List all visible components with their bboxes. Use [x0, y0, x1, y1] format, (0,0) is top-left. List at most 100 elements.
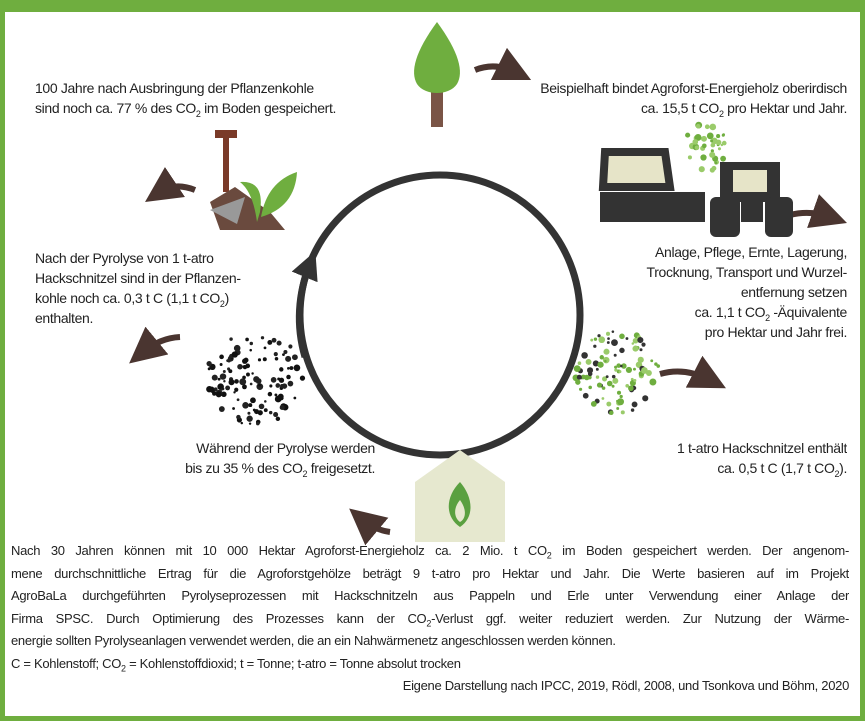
- dot: [596, 375, 599, 378]
- dot: [621, 410, 625, 414]
- text-footer: Nach 30 Jahren können mit 10 000 Hektar …: [11, 540, 849, 698]
- text-run: Beispielhaft bindet Agroforst-Energiehol…: [540, 80, 847, 96]
- dot: [286, 375, 291, 380]
- dot: [597, 362, 603, 368]
- dot: [208, 367, 211, 370]
- text-run: energie sollten Pyrolyseanlagen verwende…: [11, 633, 616, 648]
- dot: [642, 395, 648, 401]
- dot: [632, 342, 635, 345]
- dot: [633, 379, 636, 382]
- dot: [258, 384, 261, 387]
- dot: [607, 381, 613, 387]
- text-run: ca. 1,1 t CO: [695, 304, 766, 320]
- dot: [597, 383, 602, 388]
- dot: [600, 355, 604, 359]
- dot: [695, 146, 700, 151]
- dot: [586, 359, 592, 365]
- dot: [242, 402, 249, 409]
- dot: [705, 124, 710, 129]
- dot: [581, 352, 588, 359]
- dot: [220, 388, 222, 390]
- dot: [575, 379, 580, 384]
- text-line: 1 t-atro Hackschnitzel enthält: [595, 438, 847, 458]
- dot: [278, 394, 284, 400]
- dot: [245, 338, 249, 342]
- dot: [261, 336, 264, 339]
- text-line: entfernung setzen: [575, 282, 847, 302]
- dot: [274, 352, 278, 356]
- dot: [219, 406, 225, 412]
- dot: [268, 392, 272, 396]
- dot: [604, 360, 607, 363]
- text-run: enthalten.: [35, 310, 93, 326]
- text-run: sind noch ca. 77 % des CO: [35, 100, 196, 116]
- dot: [619, 348, 624, 353]
- dot: [283, 350, 287, 354]
- dot: [285, 356, 291, 362]
- text-run: bis zu 35 % des CO: [185, 460, 302, 476]
- dot: [220, 373, 226, 379]
- dot: [685, 133, 690, 138]
- text-run: ca. 0,5 t C (1,7 t CO: [717, 460, 834, 476]
- cycle-ring: [300, 175, 580, 455]
- dot: [256, 422, 260, 426]
- dot: [220, 363, 223, 366]
- dot: [225, 385, 230, 390]
- text-line: ca. 0,5 t C (1,7 t CO2).: [595, 458, 847, 478]
- dot: [639, 348, 642, 351]
- dot: [288, 381, 294, 387]
- dot: [216, 391, 222, 397]
- text-line: Nach 30 Jahren können mit 10 000 Hektar …: [11, 540, 849, 563]
- text-run: pro Hektar und Jahr frei.: [705, 324, 847, 340]
- dot: [591, 401, 597, 407]
- text-line: Beispielhaft bindet Agroforst-Energiehol…: [465, 78, 847, 98]
- dot: [258, 410, 263, 415]
- dot: [223, 380, 225, 382]
- text-run: Nach der Pyrolyse von 1 t-atro: [35, 250, 214, 266]
- dot: [242, 384, 247, 389]
- dot: [583, 393, 589, 399]
- dot: [603, 349, 609, 355]
- dot: [688, 155, 692, 159]
- dot: [701, 136, 707, 142]
- text-run: ).: [839, 460, 847, 476]
- text-line: Eigene Darstellung nach IPCC, 2019, Rödl…: [11, 675, 849, 698]
- text-line: Firma SPSC. Durch Optimierung des Prozes…: [11, 608, 849, 631]
- text-run: 1 t-atro Hackschnitzel enthält: [677, 440, 847, 456]
- text-run: = Kohlenstoffdioxid; t = Tonne; t-atro =…: [126, 656, 461, 671]
- dot: [574, 365, 581, 372]
- text-run: Anlage, Pflege, Ernte, Lagerung,: [655, 244, 847, 260]
- dot: [239, 378, 246, 385]
- dot: [206, 361, 211, 366]
- dot: [241, 422, 243, 424]
- plant-icon: [210, 130, 297, 230]
- dot: [709, 152, 715, 158]
- dot: [612, 375, 616, 379]
- text-line: Trocknung, Transport und Wurzel-: [575, 262, 847, 282]
- dot: [710, 139, 713, 142]
- dot: [250, 342, 253, 345]
- text-bottom-right: 1 t-atro Hackschnitzel enthält ca. 0,5 t …: [595, 438, 847, 478]
- text-run: Trocknung, Transport und Wurzel-: [647, 264, 847, 280]
- dot: [294, 365, 301, 372]
- dot: [275, 357, 279, 361]
- pyrolysis-house: [415, 450, 505, 542]
- dot: [714, 162, 717, 165]
- dot: [248, 403, 252, 407]
- dot: [272, 338, 277, 343]
- dot: [232, 407, 235, 410]
- dot: [602, 386, 606, 390]
- dot: [289, 366, 293, 370]
- dot: [269, 384, 272, 387]
- dot: [249, 349, 252, 352]
- text-run: im Boden gespeichert.: [201, 100, 337, 116]
- dot: [229, 379, 235, 385]
- dot: [641, 367, 648, 374]
- dot: [631, 408, 634, 411]
- dot: [602, 397, 605, 400]
- dot: [619, 370, 622, 373]
- dot: [276, 417, 280, 421]
- dot: [620, 365, 623, 368]
- text-run: ): [225, 290, 229, 306]
